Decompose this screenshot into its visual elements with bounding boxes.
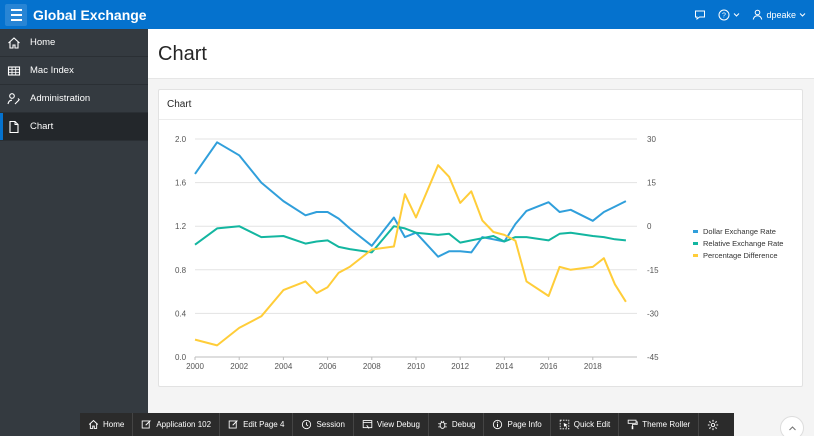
sidebar-nav: Home Mac Index Administration Chart bbox=[0, 29, 148, 436]
y-right-tick-label: -15 bbox=[647, 266, 659, 275]
help-icon-mark: ? bbox=[723, 12, 727, 19]
chat-icon bbox=[695, 10, 706, 20]
y-left-tick-label: 0.4 bbox=[175, 309, 187, 318]
legend-swatch bbox=[693, 242, 698, 245]
x-tick-label: 2014 bbox=[496, 362, 514, 371]
feedback-button[interactable] bbox=[694, 9, 706, 21]
dev-settings-button[interactable] bbox=[699, 413, 727, 436]
sidebar-item-label: Home bbox=[30, 37, 56, 48]
info-icon bbox=[493, 419, 503, 430]
dev-view-debug-button[interactable]: View Debug bbox=[354, 413, 429, 436]
legend-swatch bbox=[693, 254, 698, 257]
y-left-tick-label: 0.8 bbox=[175, 266, 187, 275]
header-actions: ? dpeake bbox=[694, 0, 806, 29]
dev-debug-button[interactable]: Debug bbox=[429, 413, 485, 436]
dev-application-button[interactable]: Application 102 bbox=[133, 413, 221, 436]
app-header: Global Exchange ? dpeake bbox=[0, 0, 814, 29]
sidebar-item-home[interactable]: Home bbox=[0, 29, 148, 57]
y-right-tick-label: 0 bbox=[647, 222, 652, 231]
home-icon bbox=[6, 35, 22, 51]
dev-edit-page-button[interactable]: Edit Page 4 bbox=[220, 413, 294, 436]
hamburger-icon-bar bbox=[10, 18, 22, 21]
page-title: Chart bbox=[158, 43, 207, 65]
x-tick-label: 2000 bbox=[186, 362, 204, 371]
x-tick-label: 2018 bbox=[584, 362, 602, 371]
y-left-tick-label: 1.2 bbox=[175, 222, 187, 231]
dev-item-label: Home bbox=[103, 420, 125, 429]
x-tick-label: 2006 bbox=[319, 362, 337, 371]
dev-quick-edit-button[interactable]: Quick Edit bbox=[551, 413, 620, 436]
dev-item-label: Application 102 bbox=[156, 420, 212, 429]
dev-item-label: Theme Roller bbox=[642, 420, 691, 429]
dev-item-label: Quick Edit bbox=[573, 420, 611, 429]
home-icon bbox=[88, 419, 99, 429]
x-tick-label: 2008 bbox=[363, 362, 381, 371]
dev-session-button[interactable]: Session bbox=[293, 413, 354, 436]
window-icon bbox=[362, 420, 373, 429]
table-icon bbox=[6, 63, 22, 79]
user-name: dpeake bbox=[766, 9, 796, 20]
y-right-tick-label: -45 bbox=[647, 353, 659, 362]
edit-icon bbox=[228, 420, 238, 429]
legend-entry: Percentage Difference bbox=[703, 251, 778, 260]
chevron-down-icon bbox=[734, 13, 740, 17]
edit-icon bbox=[142, 420, 152, 429]
y-right-tick-label: -30 bbox=[647, 309, 659, 318]
menu-toggle-button[interactable] bbox=[5, 3, 27, 26]
legend-entry: Dollar Exchange Rate bbox=[703, 227, 776, 236]
dev-home-button[interactable]: Home bbox=[80, 413, 134, 436]
paint-roller-icon bbox=[627, 419, 638, 430]
region-title: Chart bbox=[167, 99, 192, 110]
dev-theme-roller-button[interactable]: Theme Roller bbox=[619, 413, 700, 436]
app-title[interactable]: Global Exchange bbox=[33, 6, 147, 23]
dev-item-label: Edit Page 4 bbox=[243, 420, 285, 429]
x-tick-label: 2012 bbox=[451, 362, 469, 371]
sidebar-item-mac-index[interactable]: Mac Index bbox=[0, 57, 148, 85]
chart-region: Chart 0.0 0.4 0.8 1.2 1.6 2.0 -45 -30 -15 0 15 30 20… bbox=[158, 89, 803, 387]
page-title-bar: Chart bbox=[148, 29, 814, 79]
x-tick-label: 2002 bbox=[230, 362, 248, 371]
line-chart: 0.0 0.4 0.8 1.2 1.6 2.0 -45 -30 -15 0 15 30 2000 2002… bbox=[175, 135, 783, 371]
series-line-relative-exchange-rate bbox=[194, 225, 626, 254]
hamburger-icon-bar bbox=[10, 13, 22, 16]
x-tick-label: 2010 bbox=[407, 362, 425, 371]
cursor-icon bbox=[559, 419, 569, 430]
user-menu-button[interactable]: dpeake bbox=[752, 9, 806, 20]
sidebar-item-label: Chart bbox=[30, 121, 54, 132]
dev-page-info-button[interactable]: Page Info bbox=[484, 413, 551, 436]
series-line-percentage-difference bbox=[194, 164, 627, 347]
y-left-tick-label: 2.0 bbox=[175, 135, 187, 144]
legend-entry: Relative Exchange Rate bbox=[703, 239, 783, 248]
y-left-tick-label: 1.6 bbox=[175, 179, 187, 188]
y-left-tick-label: 0.0 bbox=[175, 353, 187, 362]
sidebar-item-administration[interactable]: Administration bbox=[0, 85, 148, 113]
dev-item-label: Debug bbox=[451, 420, 476, 429]
dev-item-label: Page Info bbox=[507, 420, 542, 429]
help-icon: ? bbox=[718, 9, 730, 20]
sidebar-item-chart[interactable]: Chart bbox=[0, 113, 148, 141]
dev-item-label: Session bbox=[316, 420, 345, 429]
y-right-tick-label: 30 bbox=[647, 135, 656, 144]
help-button[interactable]: ? bbox=[718, 9, 740, 21]
sidebar-item-label: Mac Index bbox=[30, 65, 74, 76]
developer-toolbar: Home Application 102 Edit Page 4 Session… bbox=[80, 413, 734, 436]
hamburger-icon-bar bbox=[10, 8, 22, 11]
clock-icon bbox=[302, 419, 312, 430]
file-icon bbox=[6, 119, 22, 135]
sidebar-item-label: Administration bbox=[30, 93, 91, 104]
y-right-tick-label: 15 bbox=[647, 179, 656, 188]
user-wrench-icon bbox=[6, 91, 22, 107]
dev-item-label: View Debug bbox=[376, 420, 420, 429]
chevron-down-icon bbox=[799, 13, 806, 17]
scroll-to-top-button[interactable] bbox=[780, 416, 804, 436]
series-line-dollar-exchange-rate bbox=[194, 141, 627, 258]
user-icon bbox=[753, 9, 763, 20]
legend-swatch bbox=[693, 230, 698, 233]
x-tick-label: 2004 bbox=[275, 362, 293, 371]
gear-icon bbox=[708, 419, 719, 430]
region-header: Chart bbox=[159, 90, 802, 120]
chevron-up-icon bbox=[788, 425, 796, 430]
bug-icon bbox=[438, 420, 447, 429]
x-tick-label: 2016 bbox=[540, 362, 558, 371]
